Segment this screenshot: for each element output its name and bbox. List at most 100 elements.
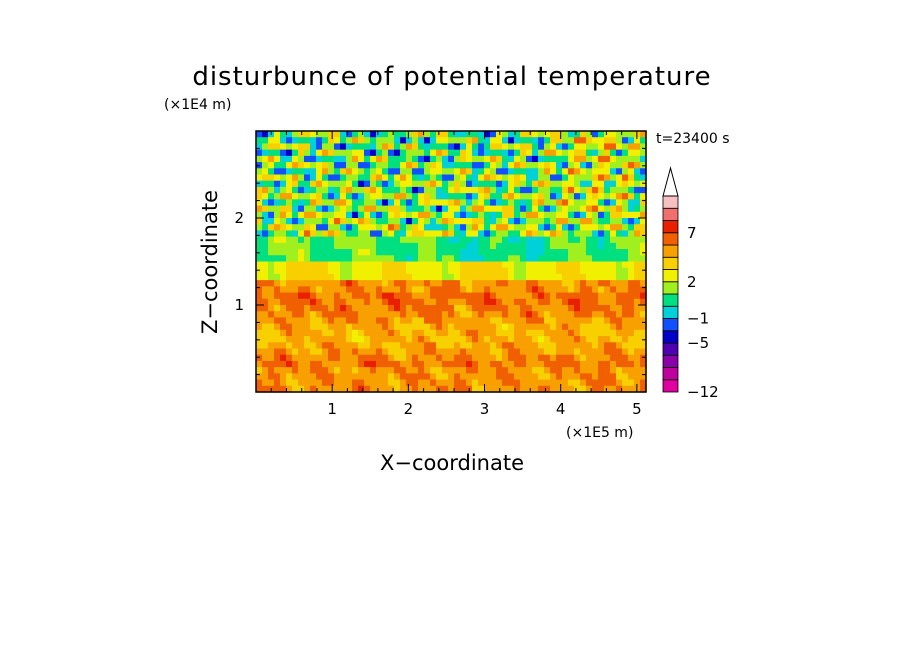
heatmap-cell — [604, 242, 611, 250]
heatmap-cell — [640, 348, 647, 356]
heatmap-cell — [460, 323, 467, 331]
heatmap-cell — [634, 280, 641, 287]
heatmap-cell — [286, 211, 293, 219]
heatmap-cell — [592, 379, 599, 387]
heatmap-cell — [592, 143, 599, 151]
heatmap-cell — [262, 174, 269, 182]
heatmap-cell — [370, 131, 377, 138]
heatmap-cell — [448, 336, 455, 343]
heatmap-cell — [346, 149, 353, 157]
heatmap-cell — [406, 385, 413, 393]
heatmap-cell — [496, 323, 503, 331]
heatmap-cell — [358, 249, 365, 256]
heatmap-cell — [526, 267, 533, 275]
heatmap-cell — [292, 317, 299, 325]
heatmap-cell — [544, 267, 551, 275]
heatmap-cell — [550, 261, 557, 269]
heatmap-cell — [298, 379, 305, 387]
heatmap-cell — [388, 186, 395, 194]
heatmap-cell — [490, 379, 497, 387]
heatmap-cell — [262, 292, 269, 300]
heatmap-cell — [550, 218, 557, 225]
heatmap-cell — [376, 379, 383, 387]
heatmap-cell — [568, 323, 575, 331]
heatmap-cell — [460, 162, 467, 169]
heatmap-cell — [316, 205, 323, 213]
heatmap-cell — [508, 385, 515, 393]
heatmap-cell — [388, 323, 395, 331]
heatmap-cell — [538, 168, 545, 176]
heatmap-cell — [436, 286, 443, 294]
heatmap-cell — [634, 348, 641, 356]
heatmap-cell — [346, 367, 353, 374]
heatmap-cell — [340, 348, 347, 356]
heatmap-cell — [280, 360, 287, 368]
heatmap-cell — [412, 317, 419, 325]
heatmap-cell — [622, 149, 629, 157]
heatmap-cell — [346, 360, 353, 368]
chart-title: disturbunce of potential temperature — [192, 62, 711, 92]
heatmap-cell — [382, 162, 389, 169]
heatmap-cell — [562, 205, 569, 213]
heatmap-cell — [394, 342, 401, 350]
heatmap-cell — [580, 367, 587, 374]
heatmap-cell — [292, 137, 299, 145]
heatmap-cell — [604, 323, 611, 331]
heatmap-cell — [346, 174, 353, 182]
heatmap-cell — [322, 174, 329, 182]
heatmap-cell — [592, 224, 599, 232]
heatmap-cell — [514, 385, 521, 393]
heatmap-cell — [454, 149, 461, 157]
heatmap-cell — [304, 267, 311, 275]
heatmap-cell — [610, 329, 617, 337]
heatmap-cell — [520, 336, 527, 343]
heatmap-cell — [586, 131, 593, 138]
heatmap-cell — [460, 180, 467, 188]
heatmap-cell — [430, 131, 437, 138]
heatmap-cell — [496, 367, 503, 374]
heatmap-cell — [628, 367, 635, 374]
heatmap-cell — [352, 311, 359, 319]
heatmap-cell — [310, 385, 317, 393]
heatmap-cell — [304, 348, 311, 356]
heatmap-cell — [640, 267, 647, 275]
heatmap-cell — [448, 199, 455, 207]
heatmap-cell — [364, 149, 371, 157]
heatmap-cell — [388, 367, 395, 374]
heatmap-cell — [436, 379, 443, 387]
heatmap-cell — [394, 131, 401, 138]
heatmap-cell — [556, 186, 563, 194]
heatmap-cell — [388, 143, 395, 151]
heatmap-cell — [394, 261, 401, 269]
heatmap-cell — [610, 373, 617, 381]
heatmap-cell — [592, 367, 599, 374]
heatmap-cell — [454, 230, 461, 238]
heatmap-cell — [598, 317, 605, 325]
heatmap-cell — [316, 224, 323, 232]
heatmap-cell — [592, 242, 599, 250]
heatmap-cell — [508, 162, 515, 169]
heatmap-cell — [622, 305, 629, 312]
heatmap-cell — [358, 317, 365, 325]
heatmap-cell — [346, 305, 353, 312]
heatmap-cell — [592, 180, 599, 188]
heatmap-cell — [346, 323, 353, 331]
heatmap-cell — [430, 298, 437, 306]
heatmap-cell — [616, 373, 623, 381]
heatmap-cell — [442, 174, 449, 182]
heatmap-cell — [514, 329, 521, 337]
heatmap-cell — [280, 298, 287, 306]
heatmap-cell — [262, 286, 269, 294]
heatmap-cell — [358, 143, 365, 151]
heatmap-cell — [274, 367, 281, 374]
heatmap-cell — [628, 292, 635, 300]
heatmap-cell — [640, 193, 647, 200]
heatmap-cell — [472, 149, 479, 157]
heatmap-cell — [544, 230, 551, 238]
heatmap-cell — [508, 273, 515, 281]
heatmap-cell — [490, 174, 497, 182]
heatmap-cell — [406, 305, 413, 312]
heatmap-cell — [322, 162, 329, 169]
heatmap-cell — [508, 249, 515, 256]
heatmap-cell — [592, 311, 599, 319]
